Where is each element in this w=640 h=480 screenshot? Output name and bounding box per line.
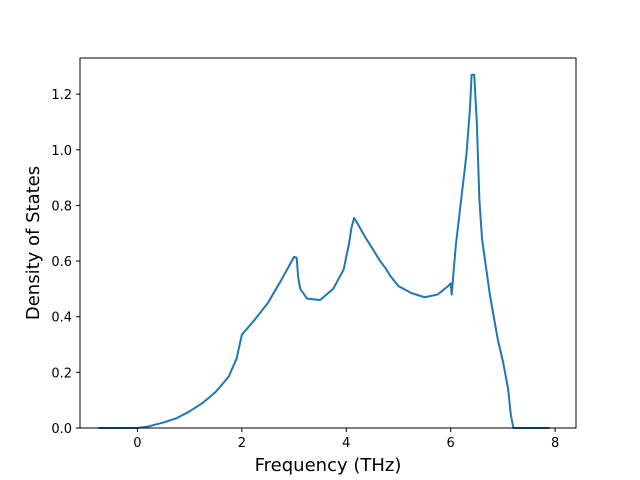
- y-axis-ticks: 0.0 0.2 0.4 0.6 0.8 1.0 1.2: [51, 88, 80, 437]
- x-axis-ticks: 0 2 4 6 8: [133, 428, 559, 451]
- y-tick-label: 1.2: [51, 88, 72, 103]
- x-tick-label: 8: [551, 436, 559, 451]
- dos-series-line: [98, 73, 550, 429]
- x-tick-label: 2: [238, 436, 246, 451]
- x-tick-label: 0: [133, 436, 141, 451]
- y-tick-label: 1.0: [51, 144, 72, 159]
- data-layer: [98, 73, 550, 429]
- y-tick-label: 0.2: [51, 366, 72, 381]
- x-tick-label: 6: [447, 436, 455, 451]
- y-tick-label: 0.4: [51, 311, 72, 326]
- plot-frame: [79, 57, 577, 429]
- x-axis-label: Frequency (THz): [255, 455, 402, 476]
- y-tick-label: 0.6: [51, 255, 72, 270]
- y-tick-label: 0.0: [51, 422, 72, 437]
- x-tick-label: 4: [342, 436, 350, 451]
- y-tick-label: 0.8: [51, 199, 72, 214]
- y-axis-label: Density of States: [23, 166, 44, 320]
